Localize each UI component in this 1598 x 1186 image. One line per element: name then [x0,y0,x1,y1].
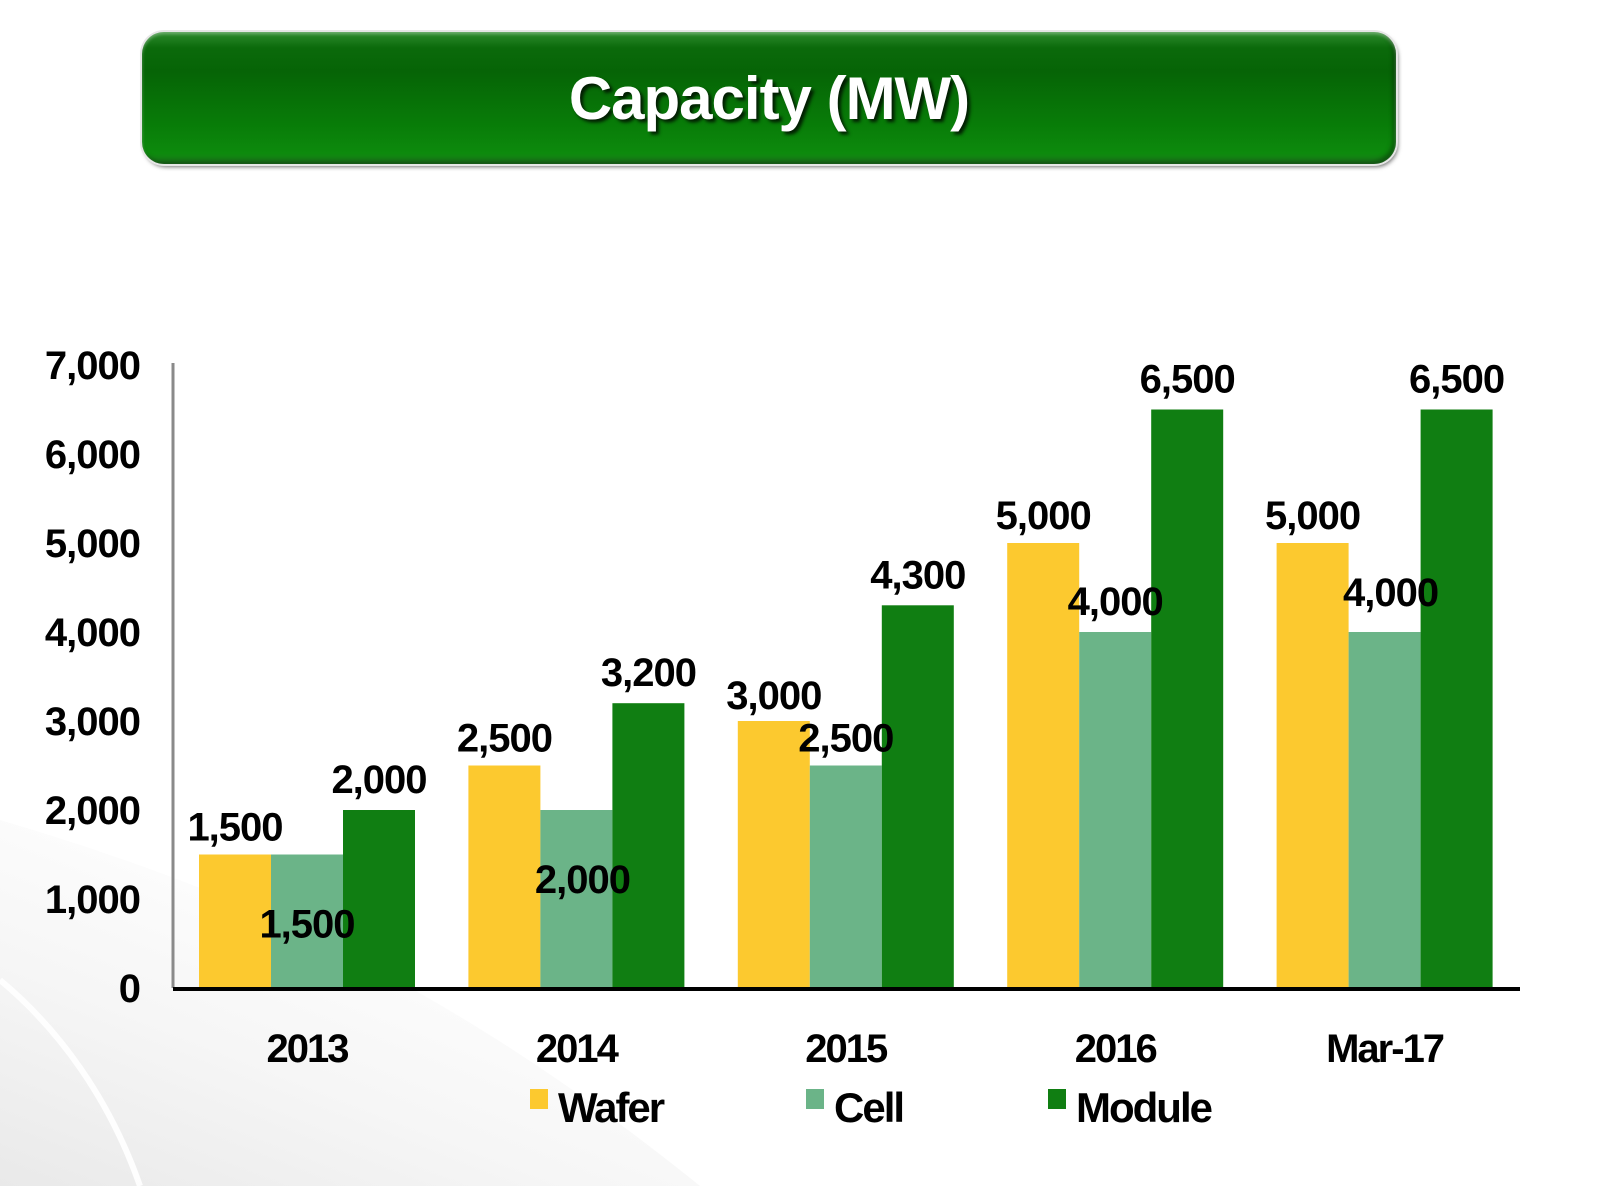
bar-module-2016 [1151,409,1224,988]
y-tick-labels: 0 1,000 2,000 3,000 4,000 5,000 6,000 7,000 [45,344,141,1011]
legend-item-cell: Cell [806,1084,905,1131]
y-tick-label: 2,000 [45,789,140,833]
x-category-label: 2016 [1075,1027,1157,1071]
data-label-cell: 4,000 [1068,580,1163,624]
bar-wafer-2014 [468,765,541,988]
category-labels: 2013 2014 2015 2016 Mar-17 [267,1027,1446,1071]
bar-cell-2016 [1079,632,1152,988]
y-tick-label: 4,000 [45,611,140,655]
bars-layer [199,409,1493,988]
legend-swatch [1048,1089,1066,1109]
legend-label: Cell [834,1084,903,1131]
bar-cell-2014 [540,810,613,988]
bar-cell-2013 [271,854,343,988]
legend-swatch [530,1089,548,1109]
bar-wafer-2013 [199,854,271,988]
y-tick-label: 3,000 [45,700,140,744]
y-tick-label: 0 [119,967,140,1011]
bar-module-2013 [343,810,415,988]
data-label-cell: 1,500 [259,903,354,947]
data-label-module: 3,200 [601,651,696,695]
data-label-cell: 2,500 [798,717,893,761]
x-category-label: 2014 [536,1027,620,1071]
bar-module-mar-17 [1420,409,1493,988]
data-label-module: 4,300 [870,553,965,597]
data-label-module: 2,000 [331,758,426,802]
legend-label: Wafer [558,1084,665,1131]
y-tick-label: 7,000 [45,344,140,388]
y-tick-label: 1,000 [45,878,140,922]
data-label-cell: 2,000 [535,858,630,902]
data-label-wafer: 5,000 [996,494,1091,538]
x-category-label: 2015 [805,1027,888,1071]
data-label-wafer: 3,000 [726,674,821,718]
data-label-wafer: 2,500 [457,717,552,761]
data-label-wafer: 1,500 [187,806,282,850]
data-label-wafer: 5,000 [1265,494,1360,538]
x-category-label: 2013 [267,1027,349,1071]
legend: Wafer Cell Module [530,1084,1214,1131]
y-tick-label: 6,000 [45,433,140,477]
x-category-label: Mar-17 [1326,1027,1444,1071]
chart-title: Capacity (MW) [568,64,970,132]
data-label-cell: 4,000 [1343,571,1438,615]
data-label-module: 6,500 [1409,358,1504,402]
bar-wafer-mar-17 [1276,543,1349,988]
title-banner: Capacity (MW) [142,32,1396,164]
legend-item-module: Module [1048,1084,1214,1131]
bar-module-2014 [612,703,685,988]
bar-cell-mar-17 [1348,632,1421,988]
bar-wafer-2016 [1007,543,1080,988]
data-label-module: 6,500 [1140,358,1235,402]
bar-wafer-2015 [737,721,810,988]
legend-swatch [806,1089,824,1109]
bar-cell-2015 [809,765,882,988]
legend-item-wafer: Wafer [530,1084,667,1131]
bar-module-2015 [881,605,954,988]
legend-label: Module [1076,1084,1212,1131]
y-tick-label: 5,000 [45,522,140,566]
